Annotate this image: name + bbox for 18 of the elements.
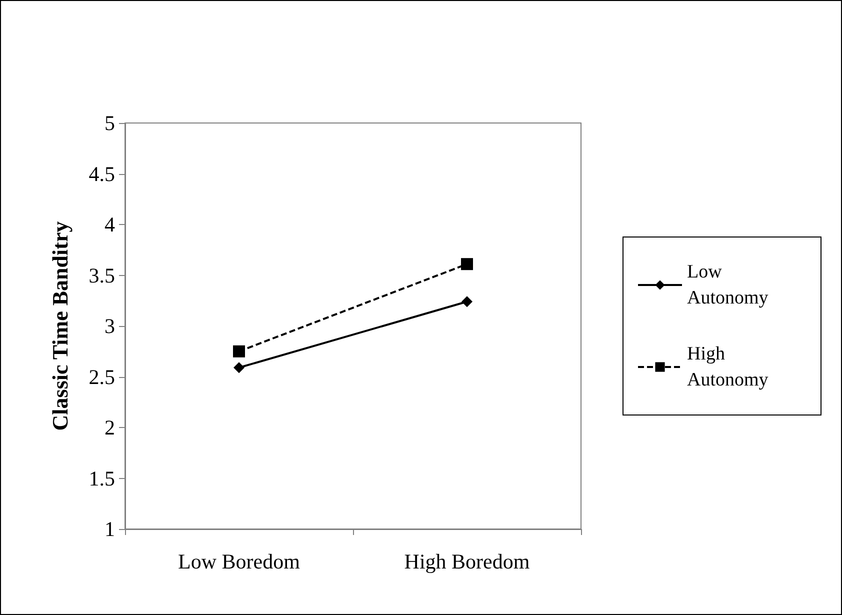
legend-label: Low Autonomy <box>687 262 769 308</box>
point <box>233 345 245 358</box>
y-axis-title: Classic Time Banditry <box>48 221 72 431</box>
y-tick-label: 2.5 <box>88 364 115 389</box>
y-tick-label: 3 <box>104 314 115 338</box>
point <box>234 362 244 374</box>
point <box>462 296 472 308</box>
y-tick-label: 4.5 <box>88 162 115 186</box>
y-tick-label: 4 <box>104 212 116 236</box>
x-tick-label: Low Boredom <box>178 550 300 574</box>
y-tick-label: 5 <box>104 111 115 135</box>
y-tick-label: 1 <box>104 517 115 541</box>
y-tick-label: 1.5 <box>88 466 115 490</box>
y-tick-label: 2 <box>104 416 115 440</box>
y-tick-label: 3.5 <box>88 263 115 288</box>
x-tick-label: High Boredom <box>404 550 530 574</box>
legend-label: High Autonomy <box>687 344 769 390</box>
point <box>461 258 473 270</box>
